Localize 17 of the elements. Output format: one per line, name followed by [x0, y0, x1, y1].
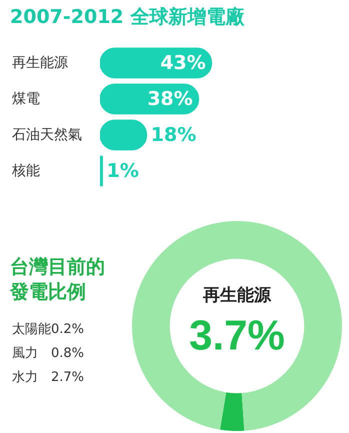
text: 太陽能0.2% [12, 321, 84, 338]
text: 風力 0.8% [12, 345, 84, 362]
data-label: 3.7% [189, 312, 285, 359]
bar [100, 156, 103, 186]
y-tick-label: 再生能源 [12, 54, 68, 73]
bar [100, 48, 212, 78]
data-label: 43% [160, 52, 206, 74]
data-label: 38% [147, 88, 193, 110]
data-label: 18% [150, 124, 196, 146]
y-tick-label: 核能 [12, 162, 40, 181]
chart-title: 2007-2012 全球新增電廠 [10, 5, 244, 30]
text: 台灣目前的發電比例 [10, 255, 106, 305]
y-tick-label: 煤電 [12, 90, 40, 109]
data-label: 1% [106, 160, 139, 182]
y-tick-label: 石油天然氣 [12, 126, 82, 145]
slice-label: 再生能源 [202, 285, 272, 306]
text: 水力 2.7% [12, 369, 84, 386]
